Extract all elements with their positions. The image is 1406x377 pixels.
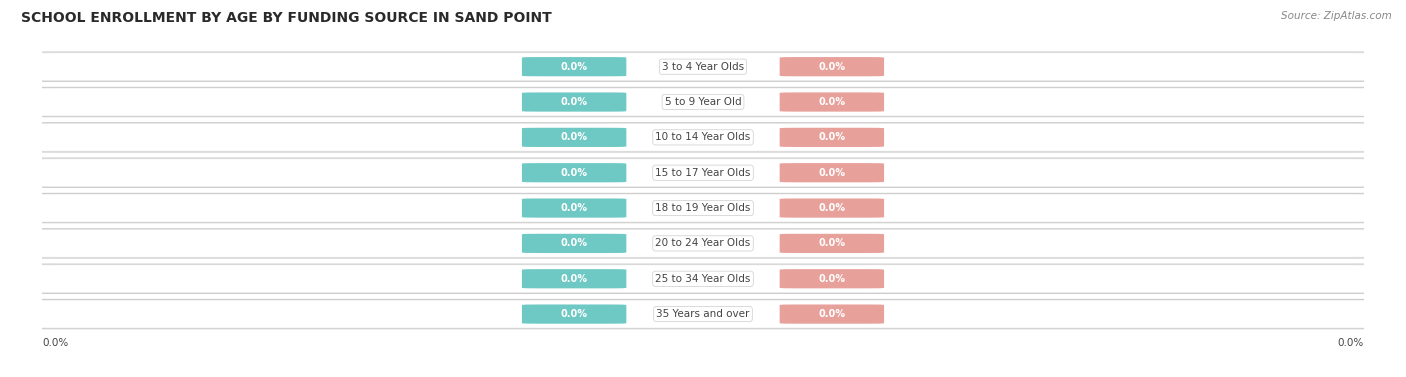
FancyBboxPatch shape (522, 269, 626, 288)
FancyBboxPatch shape (39, 301, 1367, 328)
FancyBboxPatch shape (780, 128, 884, 147)
FancyBboxPatch shape (30, 52, 1376, 81)
FancyBboxPatch shape (30, 299, 1376, 329)
Text: 0.0%: 0.0% (818, 238, 845, 248)
Text: 0.0%: 0.0% (818, 62, 845, 72)
FancyBboxPatch shape (30, 193, 1376, 223)
Text: 0.0%: 0.0% (561, 203, 588, 213)
Text: 0.0%: 0.0% (561, 132, 588, 143)
FancyBboxPatch shape (522, 128, 626, 147)
FancyBboxPatch shape (30, 123, 1376, 152)
FancyBboxPatch shape (39, 230, 1367, 257)
Text: 5 to 9 Year Old: 5 to 9 Year Old (665, 97, 741, 107)
FancyBboxPatch shape (780, 305, 884, 324)
FancyBboxPatch shape (780, 92, 884, 112)
FancyBboxPatch shape (780, 234, 884, 253)
FancyBboxPatch shape (522, 92, 626, 112)
Text: 35 Years and over: 35 Years and over (657, 309, 749, 319)
FancyBboxPatch shape (30, 158, 1376, 187)
FancyBboxPatch shape (39, 195, 1367, 222)
Text: 0.0%: 0.0% (818, 203, 845, 213)
FancyBboxPatch shape (522, 57, 626, 76)
FancyBboxPatch shape (780, 198, 884, 218)
Text: 0.0%: 0.0% (561, 309, 588, 319)
Text: 0.0%: 0.0% (561, 97, 588, 107)
FancyBboxPatch shape (39, 159, 1367, 186)
Text: 0.0%: 0.0% (818, 132, 845, 143)
FancyBboxPatch shape (522, 234, 626, 253)
FancyBboxPatch shape (30, 87, 1376, 117)
FancyBboxPatch shape (522, 163, 626, 182)
Text: Source: ZipAtlas.com: Source: ZipAtlas.com (1281, 11, 1392, 21)
FancyBboxPatch shape (780, 163, 884, 182)
FancyBboxPatch shape (39, 265, 1367, 292)
FancyBboxPatch shape (780, 269, 884, 288)
Text: 0.0%: 0.0% (561, 62, 588, 72)
Text: 15 to 17 Year Olds: 15 to 17 Year Olds (655, 168, 751, 178)
FancyBboxPatch shape (30, 229, 1376, 258)
FancyBboxPatch shape (522, 305, 626, 324)
FancyBboxPatch shape (780, 57, 884, 76)
Text: 0.0%: 0.0% (561, 168, 588, 178)
FancyBboxPatch shape (39, 124, 1367, 151)
Text: 3 to 4 Year Olds: 3 to 4 Year Olds (662, 62, 744, 72)
Text: 0.0%: 0.0% (561, 238, 588, 248)
Text: SCHOOL ENROLLMENT BY AGE BY FUNDING SOURCE IN SAND POINT: SCHOOL ENROLLMENT BY AGE BY FUNDING SOUR… (21, 11, 551, 25)
Text: 10 to 14 Year Olds: 10 to 14 Year Olds (655, 132, 751, 143)
Text: 0.0%: 0.0% (818, 97, 845, 107)
FancyBboxPatch shape (39, 53, 1367, 80)
FancyBboxPatch shape (30, 264, 1376, 293)
Text: 0.0%: 0.0% (1337, 338, 1364, 348)
Text: 0.0%: 0.0% (42, 338, 69, 348)
Text: 0.0%: 0.0% (561, 274, 588, 284)
Text: 20 to 24 Year Olds: 20 to 24 Year Olds (655, 238, 751, 248)
Text: 0.0%: 0.0% (818, 309, 845, 319)
Text: 18 to 19 Year Olds: 18 to 19 Year Olds (655, 203, 751, 213)
FancyBboxPatch shape (522, 198, 626, 218)
Text: 0.0%: 0.0% (818, 168, 845, 178)
FancyBboxPatch shape (39, 89, 1367, 115)
Text: 0.0%: 0.0% (818, 274, 845, 284)
Text: 25 to 34 Year Olds: 25 to 34 Year Olds (655, 274, 751, 284)
